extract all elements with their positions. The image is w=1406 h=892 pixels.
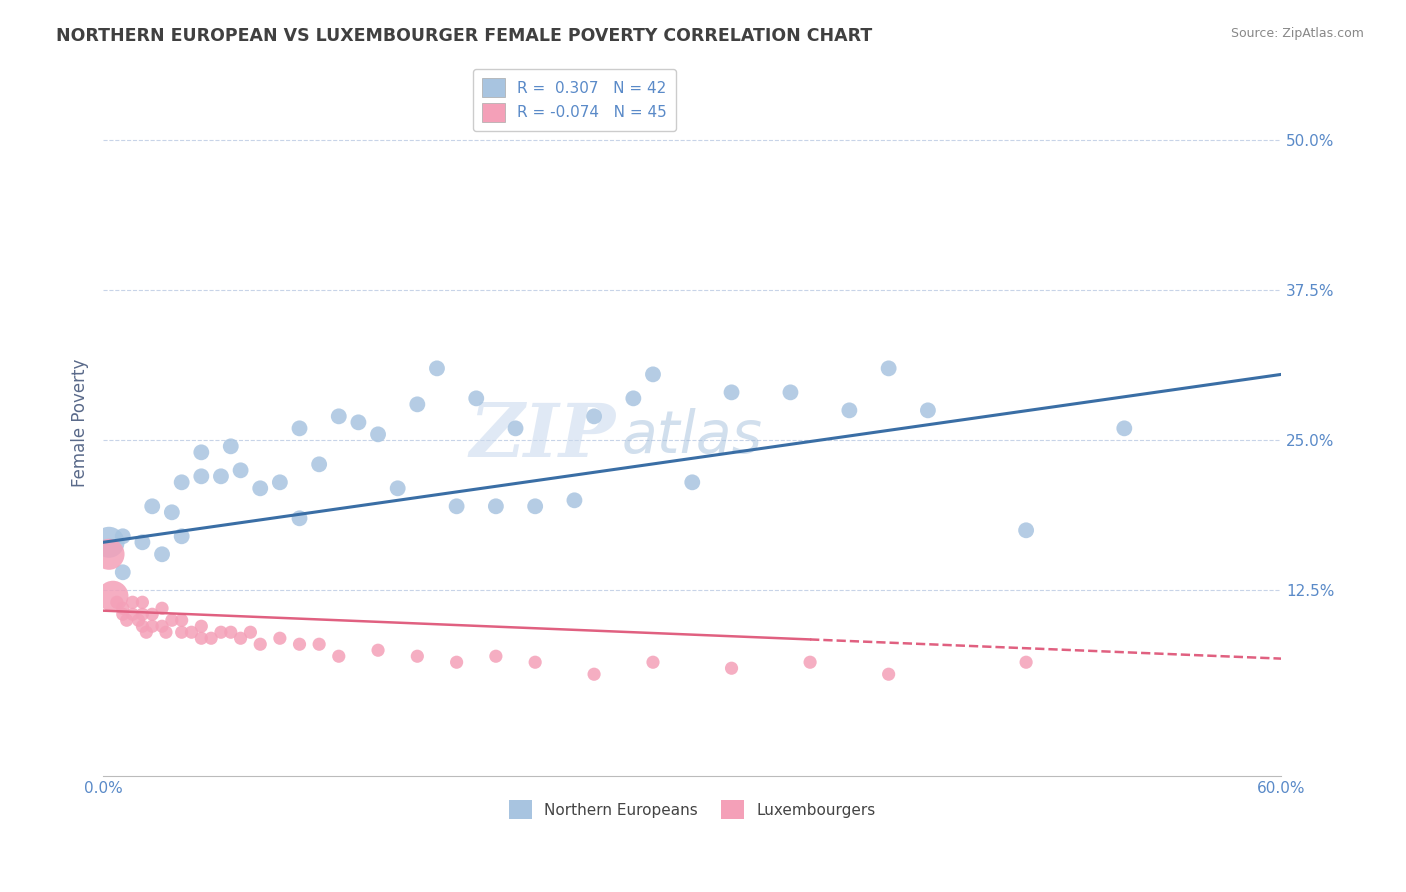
- Point: [190, 632, 212, 646]
- Y-axis label: Female Poverty: Female Poverty: [72, 359, 89, 486]
- Point: [115, 613, 138, 627]
- Point: [150, 601, 173, 615]
- Point: [131, 595, 153, 609]
- Point: [446, 500, 468, 514]
- Point: [219, 439, 242, 453]
- Point: [229, 463, 252, 477]
- Point: [190, 445, 212, 459]
- Point: [1114, 421, 1136, 435]
- Point: [799, 655, 821, 669]
- Point: [1015, 655, 1038, 669]
- Point: [170, 529, 193, 543]
- Point: [111, 566, 134, 580]
- Point: [131, 619, 153, 633]
- Point: [269, 632, 291, 646]
- Point: [288, 637, 311, 651]
- Point: [583, 667, 606, 681]
- Point: [131, 607, 153, 622]
- Point: [406, 649, 429, 664]
- Point: [641, 368, 664, 382]
- Point: [564, 493, 586, 508]
- Point: [209, 625, 232, 640]
- Text: atlas: atlas: [621, 408, 762, 465]
- Point: [141, 619, 163, 633]
- Point: [387, 481, 409, 495]
- Point: [160, 613, 183, 627]
- Point: [105, 595, 128, 609]
- Point: [426, 361, 449, 376]
- Point: [621, 392, 644, 406]
- Point: [180, 625, 202, 640]
- Point: [583, 409, 606, 424]
- Point: [288, 421, 311, 435]
- Point: [524, 500, 547, 514]
- Point: [170, 475, 193, 490]
- Point: [406, 397, 429, 411]
- Point: [288, 511, 311, 525]
- Point: [485, 500, 508, 514]
- Point: [328, 409, 350, 424]
- Point: [877, 667, 900, 681]
- Point: [328, 649, 350, 664]
- Point: [190, 469, 212, 483]
- Point: [141, 607, 163, 622]
- Point: [170, 613, 193, 627]
- Point: [269, 475, 291, 490]
- Point: [465, 392, 488, 406]
- Point: [720, 385, 742, 400]
- Point: [111, 529, 134, 543]
- Point: [98, 547, 121, 561]
- Point: [229, 632, 252, 646]
- Point: [155, 625, 177, 640]
- Point: [160, 505, 183, 519]
- Point: [367, 427, 389, 442]
- Point: [446, 655, 468, 669]
- Point: [249, 481, 271, 495]
- Point: [239, 625, 262, 640]
- Point: [101, 589, 124, 603]
- Point: [209, 469, 232, 483]
- Point: [111, 601, 134, 615]
- Point: [249, 637, 271, 651]
- Point: [838, 403, 860, 417]
- Point: [150, 547, 173, 561]
- Point: [347, 415, 370, 429]
- Legend: Northern Europeans, Luxembourgers: Northern Europeans, Luxembourgers: [503, 794, 882, 825]
- Point: [141, 500, 163, 514]
- Point: [367, 643, 389, 657]
- Point: [877, 361, 900, 376]
- Point: [121, 595, 143, 609]
- Text: NORTHERN EUROPEAN VS LUXEMBOURGER FEMALE POVERTY CORRELATION CHART: NORTHERN EUROPEAN VS LUXEMBOURGER FEMALE…: [56, 27, 873, 45]
- Point: [720, 661, 742, 675]
- Point: [1015, 523, 1038, 537]
- Point: [308, 637, 330, 651]
- Point: [681, 475, 703, 490]
- Text: Source: ZipAtlas.com: Source: ZipAtlas.com: [1230, 27, 1364, 40]
- Point: [190, 619, 212, 633]
- Point: [111, 607, 134, 622]
- Point: [641, 655, 664, 669]
- Point: [308, 458, 330, 472]
- Point: [485, 649, 508, 664]
- Point: [127, 613, 149, 627]
- Point: [135, 625, 157, 640]
- Text: ZIP: ZIP: [470, 401, 616, 473]
- Point: [121, 607, 143, 622]
- Point: [170, 625, 193, 640]
- Point: [524, 655, 547, 669]
- Point: [219, 625, 242, 640]
- Point: [505, 421, 527, 435]
- Point: [131, 535, 153, 549]
- Point: [200, 632, 222, 646]
- Point: [917, 403, 939, 417]
- Point: [150, 619, 173, 633]
- Point: [779, 385, 801, 400]
- Point: [98, 535, 121, 549]
